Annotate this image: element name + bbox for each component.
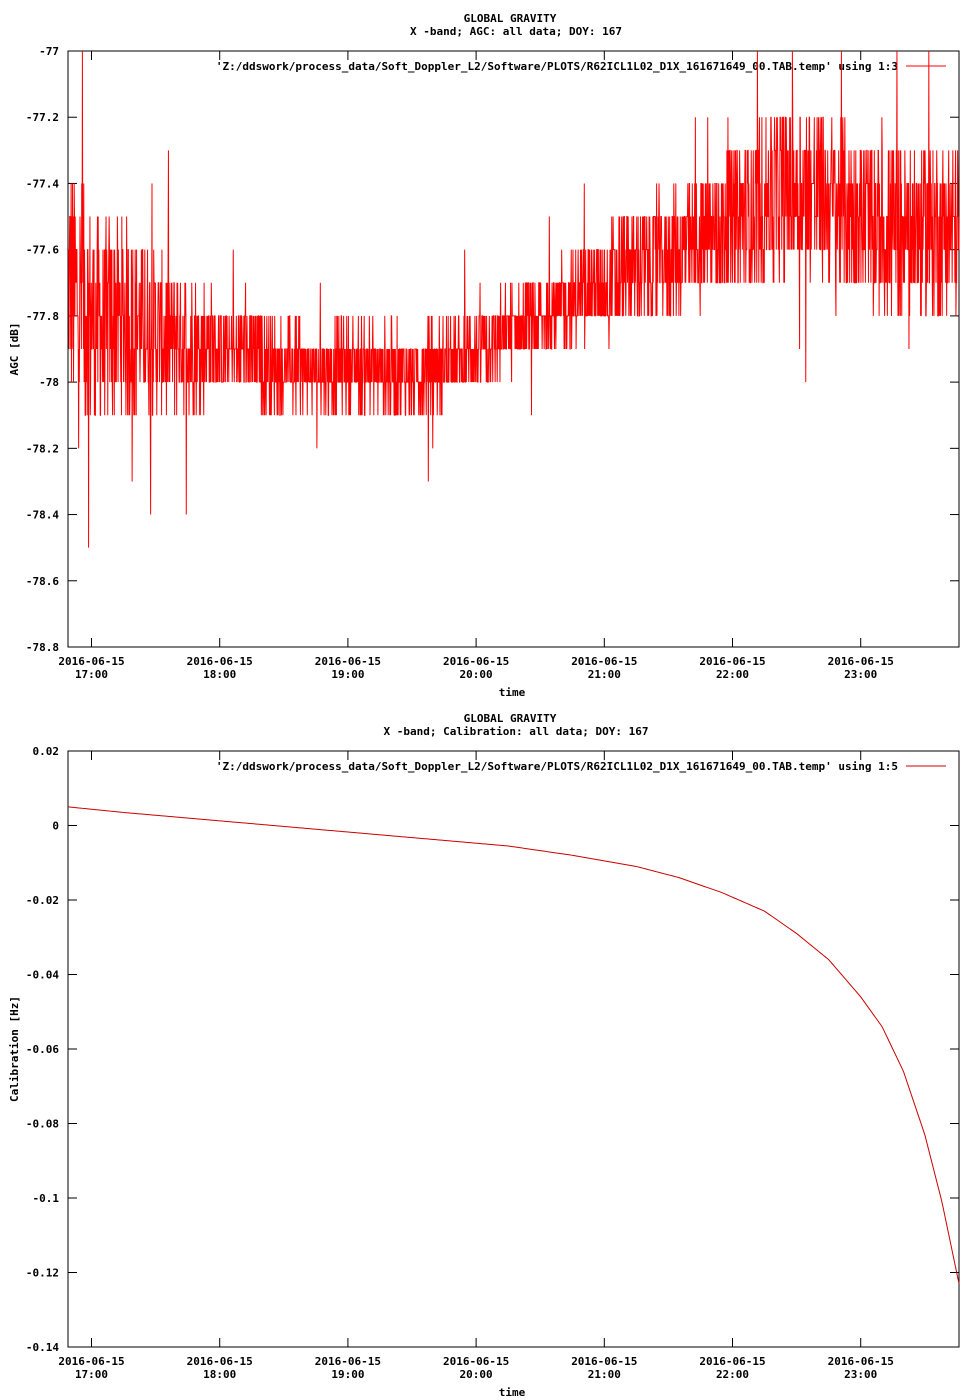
calibration-x-tick-label-time: 21:00: [588, 1368, 621, 1381]
calibration-y-tick-label: -0.04: [26, 969, 59, 982]
calibration-y-tick-label: -0.02: [26, 894, 59, 907]
calibration-x-tick-label-date: 2016-06-15: [571, 1355, 637, 1368]
agc-y-tick-label: -78: [39, 376, 59, 389]
agc-x-tick-label-date: 2016-06-15: [828, 655, 894, 668]
calibration-x-axis-label: time: [499, 1386, 526, 1399]
calibration-chart-title: GLOBAL GRAVITY: [464, 712, 557, 725]
calibration-y-tick-label: 0.02: [33, 745, 60, 758]
agc-x-tick-label-time: 20:00: [460, 668, 493, 681]
agc-y-axis-label: AGC [dB]: [8, 323, 21, 376]
calibration-chart: GLOBAL GRAVITY X -band; Calibration: all…: [8, 712, 960, 1399]
calibration-y-tick-label: -0.08: [26, 1118, 59, 1131]
calibration-y-tick-label: -0.06: [26, 1043, 59, 1056]
calibration-series-line: [67, 806, 960, 1284]
agc-x-tick-label-time: 22:00: [716, 668, 749, 681]
agc-x-tick-label-time: 21:00: [588, 668, 621, 681]
agc-y-tick-label: -77.4: [26, 177, 59, 190]
calibration-x-tick-label-date: 2016-06-15: [828, 1355, 894, 1368]
calibration-x-tick-label-date: 2016-06-15: [187, 1355, 253, 1368]
calibration-x-tick-label-time: 19:00: [331, 1368, 364, 1381]
calibration-x-tick-label-time: 22:00: [716, 1368, 749, 1381]
calibration-x-tick-label-time: 23:00: [844, 1368, 877, 1381]
agc-y-tick-label: -77.8: [26, 310, 59, 323]
calibration-y-axis-label: Calibration [Hz]: [8, 996, 21, 1102]
calibration-x-tick-label-date: 2016-06-15: [58, 1355, 124, 1368]
agc-y-tick-label: -78.2: [26, 442, 59, 455]
agc-x-tick-label-date: 2016-06-15: [571, 655, 637, 668]
agc-series-line: [68, 50, 960, 548]
agc-legend-label: 'Z:/ddswork/process_data/Soft_Doppler_L2…: [216, 60, 898, 73]
calibration-plot-frame: [67, 750, 960, 1348]
calibration-x-tick-label-time: 20:00: [460, 1368, 493, 1381]
agc-chart-title: GLOBAL GRAVITY: [464, 12, 557, 25]
agc-x-axis-label: time: [499, 686, 526, 699]
calibration-y-tick-label: -0.1: [33, 1192, 60, 1205]
agc-x-tick-label-time: 23:00: [844, 668, 877, 681]
agc-x-tick-label-date: 2016-06-15: [187, 655, 253, 668]
agc-x-tick-label-time: 17:00: [75, 668, 108, 681]
agc-y-tick-label: -77.6: [26, 244, 59, 257]
agc-plot-frame: [67, 50, 960, 648]
agc-x-tick-label-time: 19:00: [331, 668, 364, 681]
calibration-x-tick-label-date: 2016-06-15: [443, 1355, 509, 1368]
calibration-x-tick-label-time: 17:00: [75, 1368, 108, 1381]
calibration-x-tick-label-date: 2016-06-15: [699, 1355, 765, 1368]
agc-y-tick-label: -78.6: [26, 575, 59, 588]
calibration-x-tick-label-time: 18:00: [203, 1368, 236, 1381]
agc-chart-subtitle: X -band; AGC: all data; DOY: 167: [410, 25, 622, 38]
agc-x-tick-label-date: 2016-06-15: [58, 655, 124, 668]
agc-y-tick-label: -78.4: [26, 509, 59, 522]
agc-y-tick-label: -77.2: [26, 111, 59, 124]
calibration-chart-subtitle: X -band; Calibration: all data; DOY: 167: [384, 725, 649, 738]
agc-x-tick-label-date: 2016-06-15: [315, 655, 381, 668]
calibration-y-tick-label: -0.14: [26, 1341, 59, 1354]
agc-x-tick-label-date: 2016-06-15: [699, 655, 765, 668]
agc-y-tick-label: -78.8: [26, 641, 59, 654]
calibration-legend-label: 'Z:/ddswork/process_data/Soft_Doppler_L2…: [216, 760, 898, 773]
agc-y-tick-label: -77: [39, 45, 59, 58]
agc-x-tick-label-time: 18:00: [203, 668, 236, 681]
calibration-x-tick-label-date: 2016-06-15: [315, 1355, 381, 1368]
agc-x-tick-label-date: 2016-06-15: [443, 655, 509, 668]
calibration-y-tick-label: -0.12: [26, 1267, 59, 1280]
calibration-y-tick-label: 0: [52, 820, 59, 833]
agc-chart: GLOBAL GRAVITY X -band; AGC: all data; D…: [8, 12, 960, 699]
